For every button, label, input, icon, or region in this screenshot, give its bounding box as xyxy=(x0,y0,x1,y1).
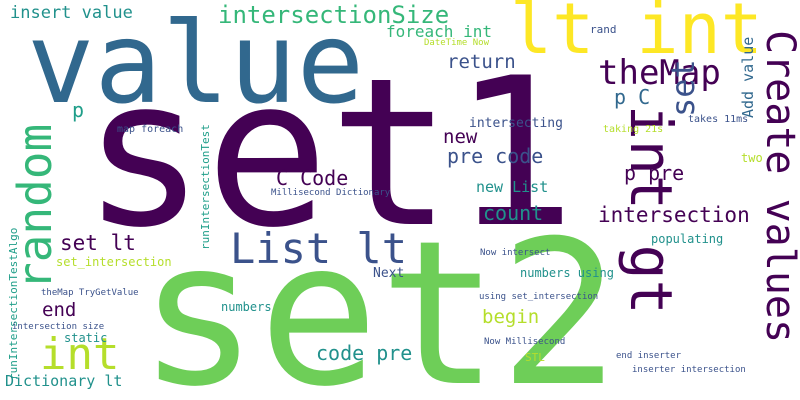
word-end-inserter: end inserter xyxy=(616,351,682,361)
word-new: new xyxy=(443,126,478,148)
word-lt-int: lt int xyxy=(510,0,763,70)
word-insert-value: insert value xyxy=(10,3,133,23)
word-datetime-now: DateTime Now xyxy=(424,38,490,48)
word-int: int xyxy=(40,329,120,380)
word-new-list: new List xyxy=(476,178,549,196)
word-set: set xyxy=(664,59,702,117)
word-add-value: Add value xyxy=(739,36,757,118)
word-begin: begin xyxy=(482,306,540,328)
word-set1: set1 xyxy=(82,35,576,273)
word-next: Next xyxy=(373,266,405,281)
word-p: p xyxy=(72,98,85,122)
word-inserter-intersection: inserter intersection xyxy=(632,365,746,375)
word-themap: theMap xyxy=(598,53,721,93)
word-return: return xyxy=(447,51,516,73)
word-value: value xyxy=(27,0,365,129)
word-numbers-using: numbers using xyxy=(520,266,614,280)
word-dictionary-lt: Dictionary lt xyxy=(5,372,123,390)
word-now-millisecond: Now Millisecond xyxy=(484,337,566,347)
word-set-lt: set lt xyxy=(60,231,136,255)
word-pre-code: pre code xyxy=(447,144,544,168)
word-create-values: Create values xyxy=(757,30,800,344)
word-populating: populating xyxy=(651,232,724,246)
word-foreach-int: foreach int xyxy=(386,22,492,41)
word-numbers: numbers xyxy=(221,300,272,314)
word-intersection: intersection xyxy=(598,203,750,227)
word-static: static xyxy=(64,331,108,345)
word-intersectionsize: intersectionSize xyxy=(218,1,450,29)
word-count: count xyxy=(483,201,544,225)
word-p-pre: p pre xyxy=(624,161,685,185)
word-taking-21s: taking 21s xyxy=(603,124,664,135)
word-runintersectiontest: runIntersectionTest xyxy=(199,124,212,250)
word-two: two xyxy=(741,151,763,165)
word-rand: rand xyxy=(590,23,617,36)
word-intersecting: intersecting xyxy=(469,116,563,131)
word-now-intersect: Now intersect xyxy=(480,248,551,258)
word-map-foreach: map foreach xyxy=(117,124,184,135)
word-intersection-size: intersection size xyxy=(12,322,105,332)
word-takes-11ms: takes 11ms xyxy=(688,114,749,125)
word-themap-trygetvalue: theMap TryGetValue xyxy=(41,288,139,298)
word-set2: set2 xyxy=(138,198,620,400)
word-set-intersection: set_intersection xyxy=(56,255,172,269)
word-end: end xyxy=(42,299,77,321)
word-code-pre: code pre xyxy=(316,341,413,365)
word-p-c: p C xyxy=(614,85,651,109)
word-c-code: C Code xyxy=(276,166,349,190)
word-runintersectiontestalgo: runIntersectionTestAlgo xyxy=(7,227,20,380)
word-using-set-intersection: using set_intersection xyxy=(479,292,599,302)
word-millisecond-dictionary: Millisecond Dictionary xyxy=(271,188,391,198)
word-list-lt: List lt xyxy=(230,224,408,273)
word-stl: STL xyxy=(525,351,545,364)
